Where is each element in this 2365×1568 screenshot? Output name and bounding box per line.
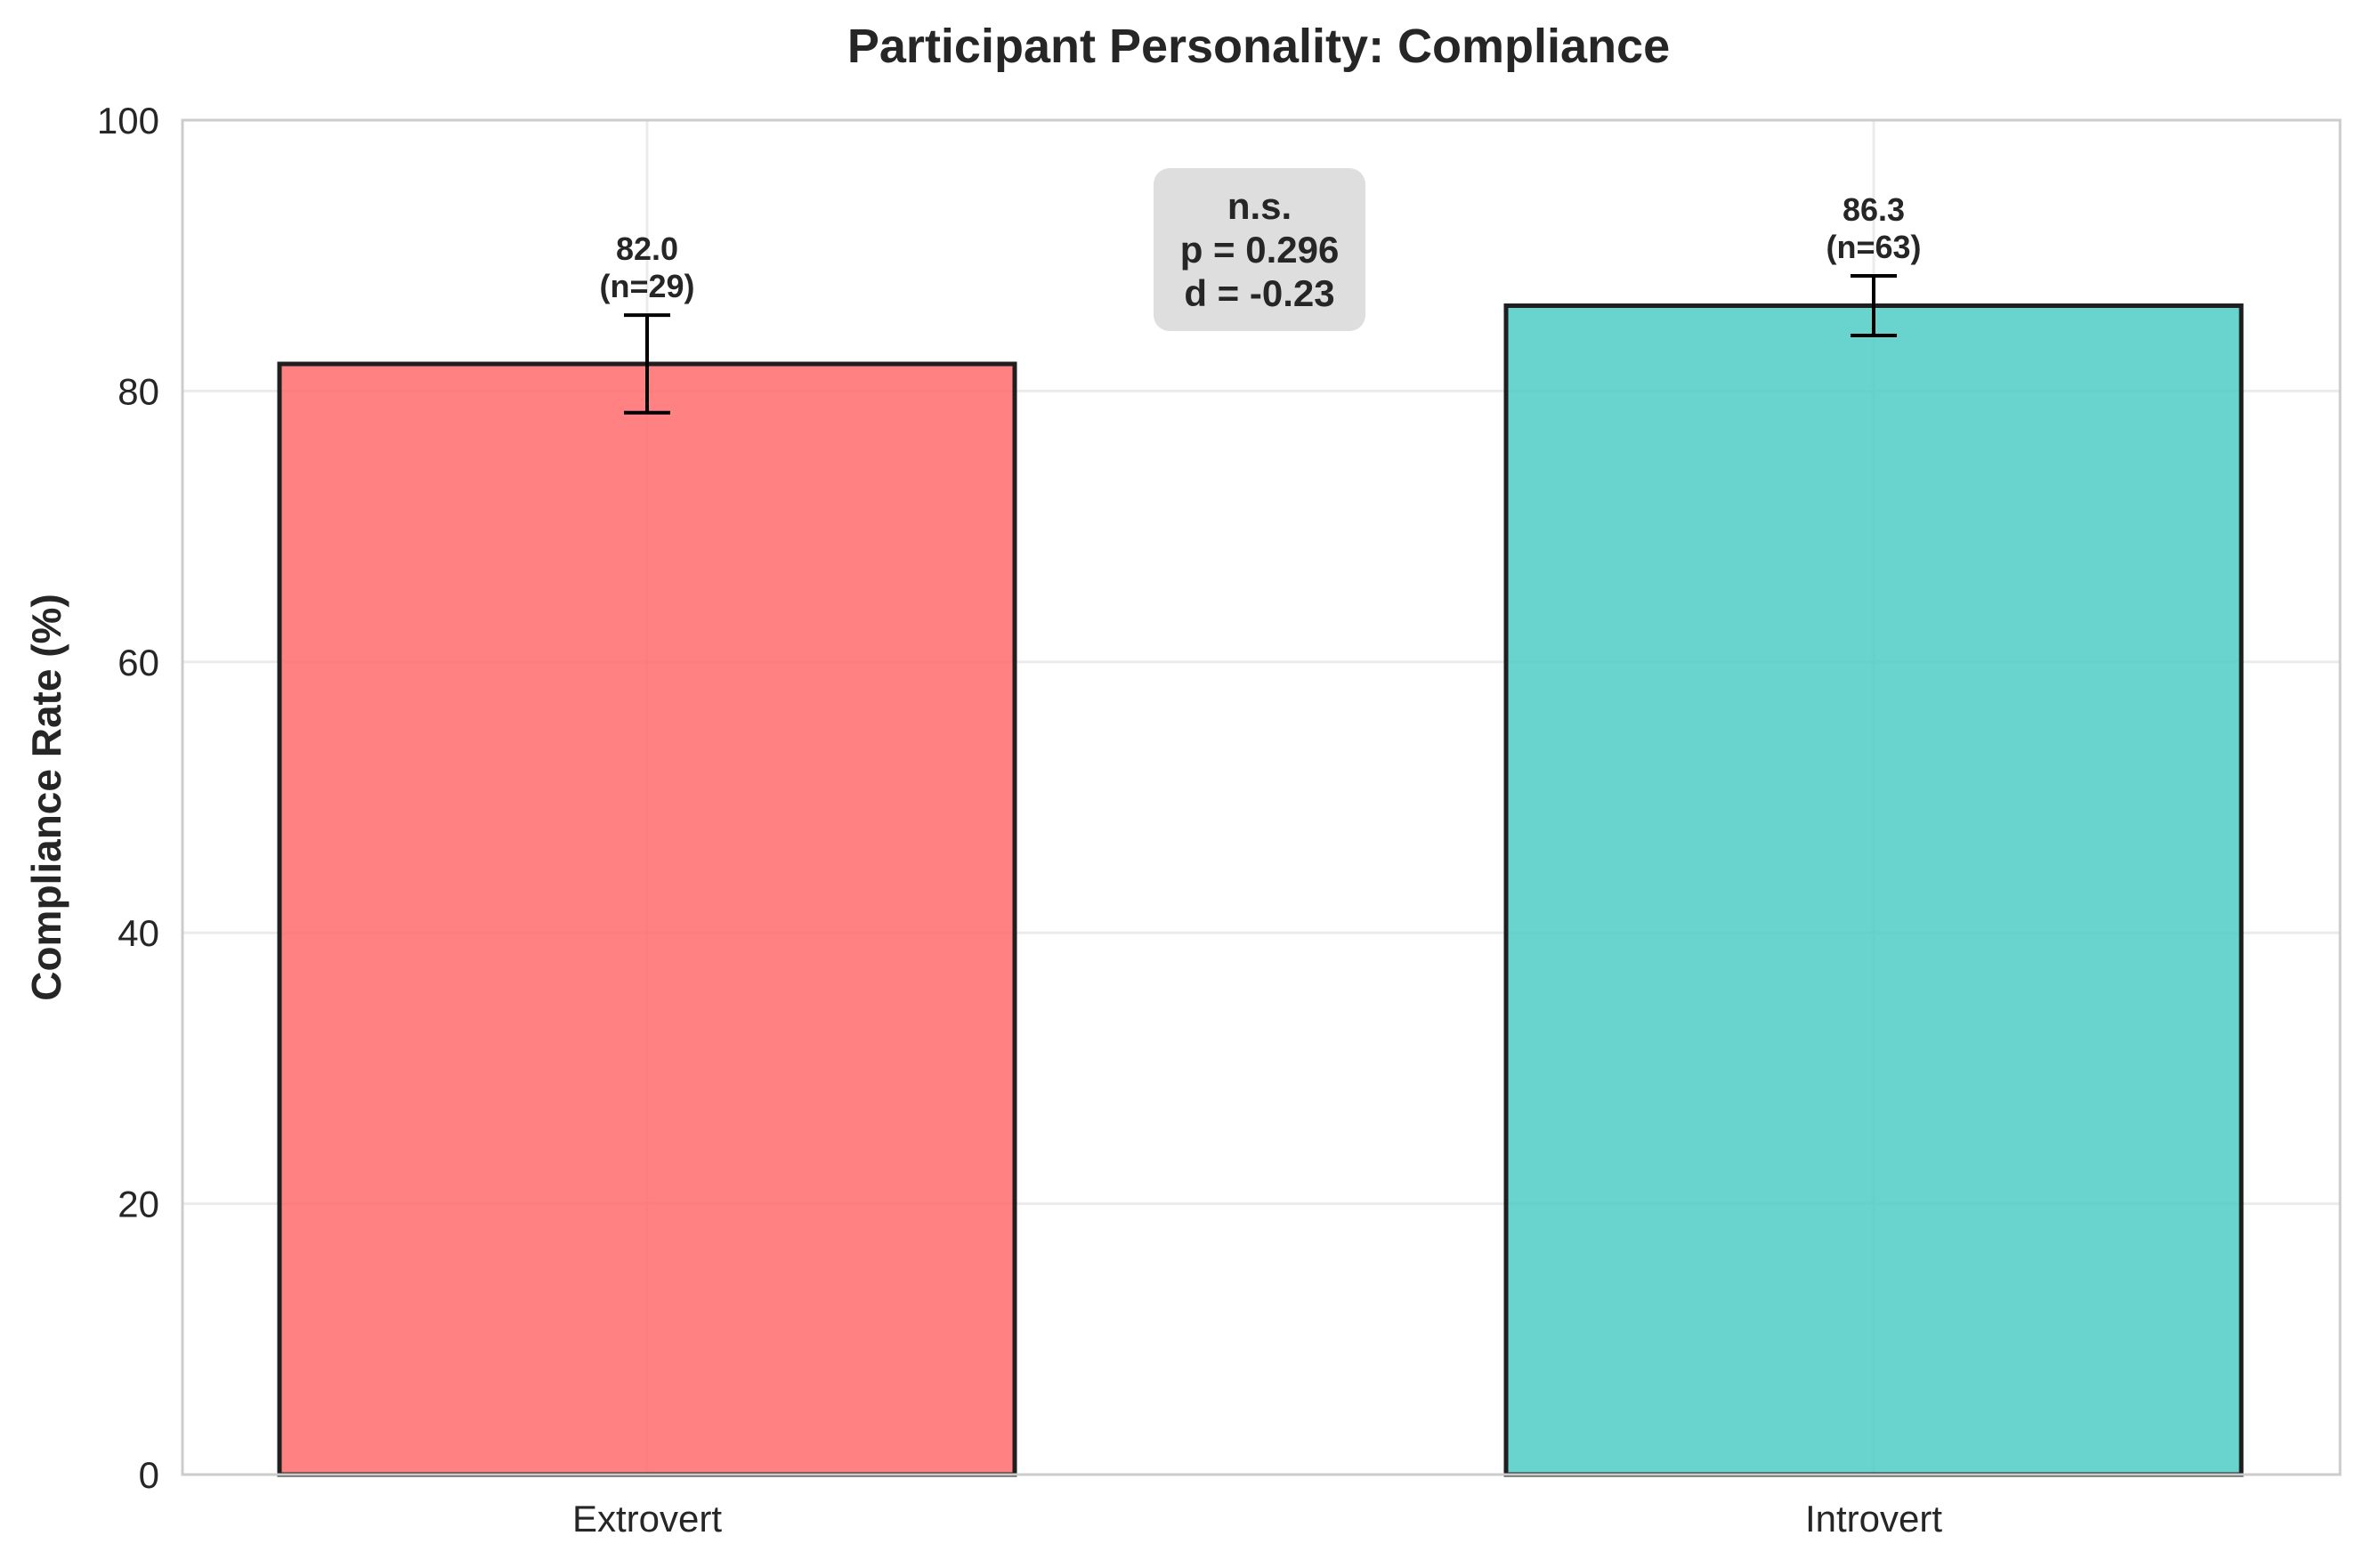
x-tick-labels: Extrovert Introvert [572, 1498, 1942, 1540]
n-label-introvert: (n=63) [1826, 229, 1921, 265]
chart-title: Participant Personality: Compliance [847, 20, 1670, 73]
data-labels: 82.0(n=29) 86.3(n=63) [599, 191, 1921, 304]
stats-significance-text: n.s. [1227, 185, 1292, 227]
y-tick-label-0: 0 [139, 1454, 159, 1496]
stats-annotation: n.s. p = 0.296 d = -0.23 [1154, 168, 1365, 331]
y-tick-label-5: 100 [97, 100, 159, 141]
value-label-introvert: 86.3 [1843, 191, 1905, 228]
plot-frame [181, 118, 2342, 1476]
x-tick-label-introvert: Introvert [1805, 1498, 1942, 1540]
y-tick-label-4: 80 [117, 370, 159, 412]
value-label-extrovert: 82.0 [616, 230, 678, 267]
y-tick-label-3: 60 [117, 642, 159, 683]
stats-effect-size-text: d = -0.23 [1184, 272, 1334, 314]
bars [277, 303, 2244, 1477]
stats-p-value-text: p = 0.296 [1180, 229, 1340, 271]
y-tick-label-1: 20 [117, 1184, 159, 1225]
n-label-extrovert: (n=29) [599, 268, 694, 304]
x-tick-label-extrovert: Extrovert [572, 1498, 722, 1540]
y-axis-label: Compliance Rate (%) [23, 594, 69, 1001]
bar-extrovert [277, 361, 1017, 1477]
stats-annotation-box [1154, 168, 1365, 331]
bar-introvert [1503, 303, 2244, 1477]
y-tick-labels: 0 20 40 60 80 100 [97, 100, 159, 1496]
error-bars [624, 274, 1897, 415]
y-tick-label-2: 40 [117, 912, 159, 954]
